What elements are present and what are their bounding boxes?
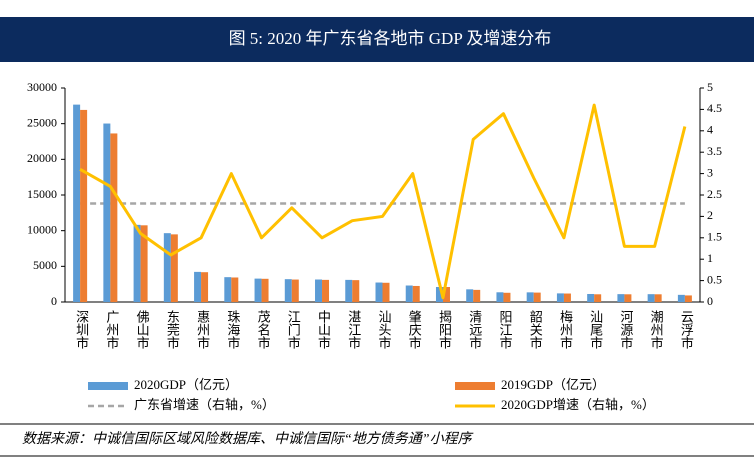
x-tick-label: 东莞市 bbox=[165, 310, 180, 349]
bar bbox=[684, 295, 692, 302]
y-tick-label: 10000 bbox=[27, 222, 57, 236]
line-series bbox=[79, 103, 687, 300]
bar bbox=[442, 287, 450, 302]
x-tick-label: 深圳市 bbox=[74, 310, 89, 349]
legend-label: 2019GDP（亿元） bbox=[501, 377, 605, 392]
bar bbox=[587, 293, 595, 302]
x-tick-label: 肇庆市 bbox=[407, 310, 422, 349]
title-bar bbox=[0, 17, 754, 62]
bar bbox=[594, 294, 602, 302]
y2-tick-label: 4.5 bbox=[707, 101, 722, 115]
bar bbox=[163, 233, 171, 302]
y2-tick-label: 5 bbox=[707, 80, 713, 94]
bar bbox=[291, 279, 299, 302]
bar bbox=[345, 279, 353, 302]
y-tick-label: 20000 bbox=[27, 151, 57, 165]
y2-tick-label: 1.5 bbox=[707, 230, 722, 244]
bar bbox=[533, 292, 541, 302]
bar bbox=[466, 289, 474, 302]
x-tick-label: 河源市 bbox=[618, 310, 633, 349]
bar bbox=[496, 292, 504, 302]
bar bbox=[563, 293, 571, 302]
x-tick-label: 佛山市 bbox=[135, 310, 150, 349]
bar bbox=[170, 234, 178, 302]
bar bbox=[473, 289, 481, 302]
y2-tick-label: 4 bbox=[707, 123, 713, 137]
bar bbox=[654, 294, 662, 302]
bar bbox=[526, 292, 534, 302]
y2-tick-label: 2.5 bbox=[707, 187, 722, 201]
x-tick-label: 湛江市 bbox=[346, 310, 361, 349]
x-tick-label: 中山市 bbox=[316, 310, 331, 349]
x-tick-label: 珠海市 bbox=[225, 310, 240, 349]
y-tick-label: 30000 bbox=[27, 80, 57, 94]
bar bbox=[254, 278, 262, 302]
source-note: 数据来源：中诚信国际区域风险数据库、中诚信国际“地方债务通”小程序 bbox=[22, 431, 474, 447]
bar bbox=[556, 293, 564, 302]
bar bbox=[224, 277, 232, 302]
bar bbox=[405, 285, 413, 302]
x-tick-label: 揭阳市 bbox=[437, 310, 452, 349]
bar bbox=[201, 272, 209, 302]
x-tick-label: 茂名市 bbox=[256, 310, 271, 349]
bar bbox=[322, 279, 330, 302]
legend-label: 2020GDP（亿元） bbox=[134, 377, 238, 392]
legend-label: 2020GDP增速（右轴，%） bbox=[501, 397, 655, 412]
x-tick-label: 江门市 bbox=[286, 310, 301, 349]
bar bbox=[375, 282, 383, 302]
y-tick-label: 15000 bbox=[27, 187, 57, 201]
x-tick-label: 阳江市 bbox=[497, 310, 512, 349]
legend-swatch bbox=[88, 382, 128, 390]
bar bbox=[231, 277, 239, 302]
bar bbox=[73, 104, 81, 302]
bar bbox=[412, 285, 420, 302]
y2-tick-label: 0.5 bbox=[707, 272, 722, 286]
x-tick-label: 潮州市 bbox=[649, 310, 664, 349]
bar bbox=[617, 294, 625, 302]
x-tick-label: 云浮市 bbox=[679, 310, 694, 349]
bar bbox=[103, 123, 111, 303]
y2-tick-label: 3 bbox=[707, 165, 713, 179]
bar bbox=[624, 294, 632, 302]
bar bbox=[315, 279, 323, 302]
y-tick-label: 0 bbox=[51, 294, 57, 308]
x-tick-label: 广州市 bbox=[104, 310, 119, 349]
x-tick-label: 韶关市 bbox=[528, 309, 543, 349]
bar bbox=[435, 287, 443, 302]
y2-tick-label: 2 bbox=[707, 208, 713, 222]
y-tick-label: 5000 bbox=[33, 258, 57, 272]
bar bbox=[382, 282, 390, 302]
x-tick-label: 梅州市 bbox=[558, 310, 573, 349]
bar bbox=[677, 294, 685, 302]
bar bbox=[194, 271, 202, 302]
x-tick-label: 汕尾市 bbox=[588, 310, 603, 349]
x-tick-label: 汕头市 bbox=[377, 310, 392, 349]
bar bbox=[110, 133, 118, 302]
y2-tick-label: 3.5 bbox=[707, 144, 722, 158]
bar bbox=[647, 294, 655, 302]
x-tick-label: 惠州市 bbox=[195, 310, 210, 349]
bar bbox=[352, 280, 360, 302]
legend-label: 广东省增速（右轴，%） bbox=[134, 397, 275, 412]
y-tick-label: 25000 bbox=[27, 115, 57, 129]
bar bbox=[80, 109, 88, 302]
bar bbox=[140, 225, 148, 302]
bar bbox=[284, 279, 292, 302]
bar bbox=[503, 292, 511, 302]
x-tick-label: 清远市 bbox=[467, 310, 482, 349]
y2-tick-label: 1 bbox=[707, 251, 713, 265]
legend-swatch bbox=[455, 382, 495, 390]
bar bbox=[261, 278, 269, 302]
y2-tick-label: 0 bbox=[707, 294, 713, 308]
bar bbox=[133, 224, 141, 302]
chart-title: 图 5: 2020 年广东省各地市 GDP 及增速分布 bbox=[229, 29, 552, 48]
